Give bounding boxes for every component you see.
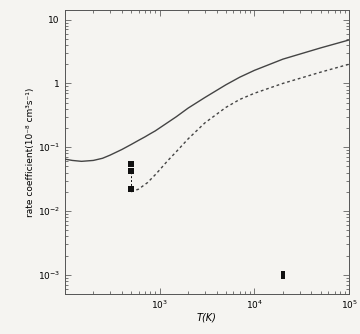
Point [280,271,286,276]
X-axis label: T(K): T(K) [197,313,217,323]
Point [280,275,286,280]
Point [128,168,134,173]
Y-axis label: rate coefficient(10⁻⁸ cm³s⁻¹): rate coefficient(10⁻⁸ cm³s⁻¹) [26,87,35,217]
Point [128,161,134,166]
Point [128,186,134,192]
